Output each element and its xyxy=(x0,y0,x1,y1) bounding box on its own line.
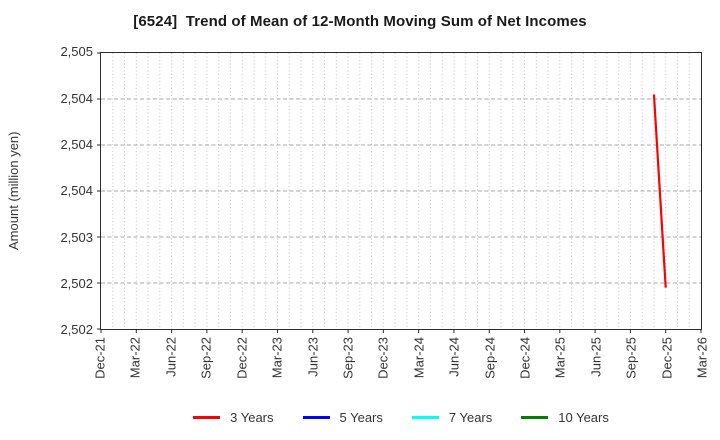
y-tick-label: 2,503 xyxy=(60,230,93,245)
y-tick-label: 2,505 xyxy=(60,44,93,59)
chart-canvas xyxy=(97,52,702,333)
legend: 3 Years 5 Years 7 Years 10 Years xyxy=(100,405,702,429)
x-tick-label: Mar-26 xyxy=(694,337,710,379)
legend-item-5-years: 5 Years xyxy=(302,409,383,425)
y-tick-label: 2,504 xyxy=(60,91,93,106)
x-tick-label: Sep-22 xyxy=(198,337,214,379)
legend-line-swatch-red xyxy=(193,415,221,419)
x-tick-label: Jun-23 xyxy=(305,337,320,377)
legend-label: 7 Years xyxy=(448,409,493,425)
plot-area xyxy=(97,52,702,333)
x-tick-label: Mar-24 xyxy=(411,337,427,379)
y-tick-label: 2,502 xyxy=(60,322,93,337)
chart-title: [6524] Trend of Mean of 12-Month Moving … xyxy=(133,13,587,30)
x-tick-label: Jun-24 xyxy=(446,337,462,377)
x-tick-label: Jun-25 xyxy=(588,337,604,377)
x-tick-label: Dec-21 xyxy=(92,337,108,379)
legend-item-7-years: 7 Years xyxy=(411,409,493,425)
legend-label: 10 Years xyxy=(558,409,609,425)
x-tick-label: Sep-24 xyxy=(482,337,497,379)
x-tick-label: Mar-22 xyxy=(127,337,143,379)
x-tick-label: Dec-25 xyxy=(659,337,675,379)
legend-label: 3 Years xyxy=(230,409,274,425)
series-line-3-years xyxy=(652,94,667,288)
legend-line-swatch-cyan xyxy=(411,415,439,419)
y-tick-label: 2,504 xyxy=(60,183,93,198)
x-tick-label: Dec-24 xyxy=(517,337,533,379)
x-tick-label: Sep-23 xyxy=(340,337,356,379)
x-tick-label: Jun-22 xyxy=(163,337,179,377)
legend-line-swatch-green xyxy=(521,415,549,419)
x-tick-label: Mar-25 xyxy=(552,337,568,379)
legend-line-swatch-blue xyxy=(302,415,330,419)
legend-item-3-years: 3 Years xyxy=(193,409,274,425)
x-tick-label: Sep-25 xyxy=(623,337,639,379)
y-tick-label: 2,504 xyxy=(60,137,93,152)
y-tick-label: 2,502 xyxy=(60,276,93,291)
x-tick-label: Dec-23 xyxy=(375,337,391,379)
legend-item-10-years: 10 Years xyxy=(521,410,609,425)
x-tick-label: Dec-22 xyxy=(234,337,250,379)
x-tick-label: Mar-23 xyxy=(269,337,285,379)
legend-label: 5 Years xyxy=(339,409,383,425)
